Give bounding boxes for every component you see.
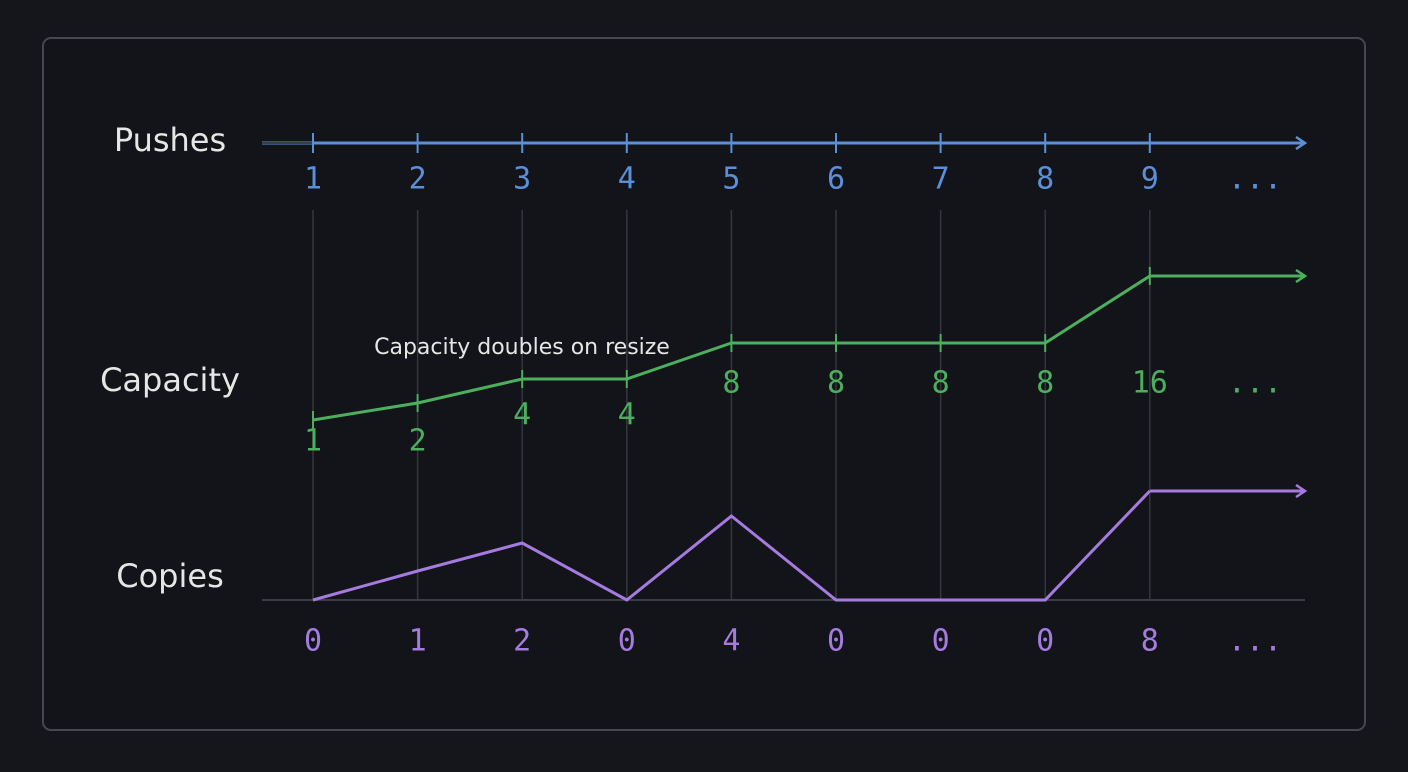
row-label: Pushes [114, 121, 226, 159]
value-label: 0 [1036, 624, 1054, 659]
value-label: 1 [409, 624, 427, 659]
value-label: 5 [722, 162, 740, 197]
value-label: 4 [618, 398, 636, 433]
value-label: 9 [1141, 162, 1159, 197]
value-label: 8 [722, 366, 740, 401]
row-label: Capacity [100, 361, 240, 399]
value-label: 0 [304, 624, 322, 659]
row-label: Copies [116, 557, 223, 595]
value-label: 2 [409, 162, 427, 197]
ellipsis: ... [1228, 162, 1282, 197]
annotation: Capacity doubles on resize [374, 335, 670, 360]
value-label: 7 [932, 162, 950, 197]
ellipsis: ... [1228, 366, 1282, 401]
value-label: 2 [513, 624, 531, 659]
value-label: 8 [932, 366, 950, 401]
value-label: 0 [827, 624, 845, 659]
row-line [312, 489, 1151, 602]
value-label: 8 [1141, 624, 1159, 659]
panel [42, 37, 1366, 731]
value-label: 4 [513, 398, 531, 433]
value-label: 8 [1036, 162, 1054, 197]
value-label: 2 [409, 424, 427, 459]
value-label: 0 [618, 624, 636, 659]
value-label: 8 [827, 366, 845, 401]
ellipsis: ... [1228, 624, 1282, 659]
value-label: 1 [304, 162, 322, 197]
value-label: 0 [932, 624, 950, 659]
value-label: 6 [827, 162, 845, 197]
value-label: 16 [1132, 366, 1168, 401]
value-label: 1 [304, 424, 322, 459]
value-label: 4 [618, 162, 636, 197]
value-label: 8 [1036, 366, 1054, 401]
value-label: 3 [513, 162, 531, 197]
value-label: 4 [722, 624, 740, 659]
